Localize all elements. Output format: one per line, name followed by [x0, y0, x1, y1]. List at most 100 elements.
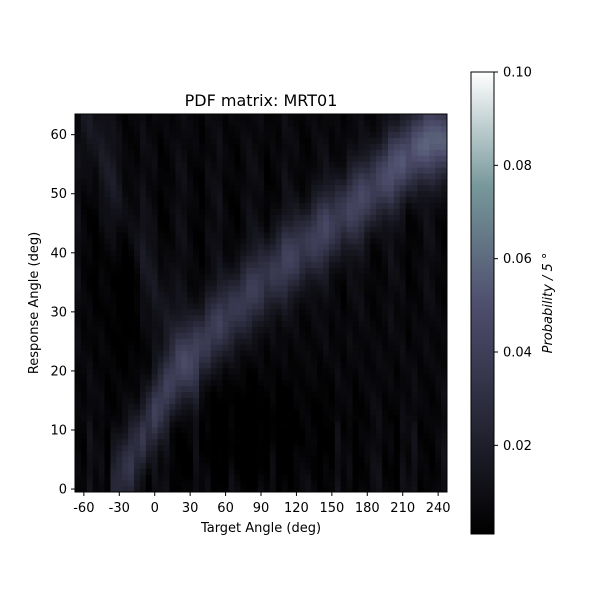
heatmap-cell	[370, 409, 377, 416]
heatmap-cell	[305, 273, 312, 280]
heatmap-cell	[364, 338, 371, 345]
heatmap-cell	[86, 267, 94, 274]
heatmap-cell	[228, 421, 235, 428]
heatmap-cell	[204, 350, 212, 357]
heatmap-cell	[75, 125, 82, 133]
heatmap-cell	[210, 462, 218, 469]
heatmap-cell	[193, 232, 200, 239]
heatmap-cell	[358, 468, 365, 475]
heatmap-cell	[387, 255, 395, 263]
heatmap-cell	[299, 243, 306, 251]
heatmap-cell	[382, 438, 389, 446]
heatmap-cell	[305, 314, 312, 322]
heatmap-cell	[199, 208, 206, 215]
heatmap-cell	[405, 143, 412, 150]
heatmap-cell	[216, 432, 224, 440]
heatmap-cell	[393, 279, 401, 286]
heatmap-cell	[134, 338, 141, 345]
heatmap-cell	[382, 238, 389, 245]
heatmap-cell	[370, 125, 377, 133]
heatmap-cell	[287, 291, 294, 298]
heatmap-cell	[193, 173, 200, 180]
heatmap-cell	[240, 261, 247, 268]
heatmap-cell	[92, 326, 100, 333]
heatmap-cell	[423, 155, 430, 162]
heatmap-cell	[240, 409, 247, 416]
heatmap-cell	[411, 285, 418, 292]
heatmap-cell	[293, 173, 300, 180]
heatmap-cell	[139, 232, 147, 239]
heatmap-cell	[334, 249, 342, 257]
heatmap-cell	[216, 486, 224, 493]
heatmap-cell	[352, 297, 359, 304]
heatmap-cell	[423, 486, 430, 493]
heatmap-cell	[275, 379, 283, 387]
heatmap-cell	[145, 409, 153, 416]
heatmap-cell	[328, 450, 336, 457]
heatmap-cell	[222, 480, 229, 487]
heatmap-cell	[187, 137, 194, 144]
heatmap-cell	[92, 125, 100, 133]
heatmap-cell	[216, 226, 224, 233]
heatmap-cell	[305, 486, 312, 493]
heatmap-cell	[134, 131, 141, 139]
heatmap-cell	[92, 338, 100, 345]
heatmap-cell	[435, 344, 442, 351]
heatmap-cell	[157, 397, 164, 404]
heatmap-cell	[139, 444, 147, 452]
heatmap-cell	[387, 167, 395, 174]
heatmap-cell	[299, 202, 306, 209]
y-tick-label: 30	[50, 305, 67, 320]
heatmap-cell	[370, 238, 377, 245]
heatmap-cell	[376, 114, 383, 121]
heatmap-cell	[222, 249, 229, 257]
heatmap-cell	[429, 356, 436, 363]
heatmap-cell	[98, 178, 105, 186]
heatmap-cell	[139, 397, 147, 404]
heatmap-cell	[370, 190, 377, 198]
heatmap-cell	[222, 356, 229, 363]
heatmap-cell	[263, 243, 271, 251]
heatmap-cell	[104, 350, 111, 357]
heatmap-cell	[98, 314, 105, 322]
heatmap-cell	[281, 314, 288, 322]
heatmap-cell	[435, 196, 442, 203]
heatmap-cell	[328, 119, 336, 127]
heatmap-cell	[340, 167, 348, 174]
heatmap-cell	[145, 232, 153, 239]
heatmap-cell	[299, 267, 306, 274]
heatmap-cell	[323, 190, 330, 198]
heatmap-cell	[240, 249, 247, 257]
heatmap-cell	[275, 119, 283, 127]
heatmap-cell	[417, 397, 424, 404]
heatmap-cell	[382, 362, 389, 369]
heatmap-cell	[328, 444, 336, 452]
heatmap-cell	[151, 303, 159, 310]
heatmap-cell	[317, 438, 324, 446]
heatmap-cell	[199, 385, 206, 392]
heatmap-cell	[382, 480, 389, 487]
heatmap-cell	[281, 155, 288, 162]
heatmap-cell	[86, 161, 94, 168]
heatmap-cell	[216, 249, 224, 257]
heatmap-cell	[334, 379, 342, 387]
heatmap-cell	[317, 131, 324, 139]
heatmap-cell	[399, 468, 407, 475]
heatmap-cell	[305, 362, 312, 369]
heatmap-cell	[352, 226, 359, 233]
heatmap-cell	[252, 273, 259, 280]
heatmap-cell	[370, 350, 377, 357]
heatmap-cell	[417, 379, 424, 387]
heatmap-cell	[139, 178, 147, 186]
heatmap-cell	[405, 214, 412, 221]
heatmap-cell	[169, 285, 176, 292]
heatmap-cell	[204, 279, 212, 286]
heatmap-cell	[116, 161, 123, 168]
heatmap-cell	[334, 273, 342, 280]
heatmap-cell	[204, 220, 212, 227]
heatmap-cell	[269, 409, 277, 416]
heatmap-cell	[222, 297, 229, 304]
heatmap-cell	[269, 385, 277, 392]
heatmap-cell	[234, 196, 241, 203]
heatmap-cell	[364, 131, 371, 139]
